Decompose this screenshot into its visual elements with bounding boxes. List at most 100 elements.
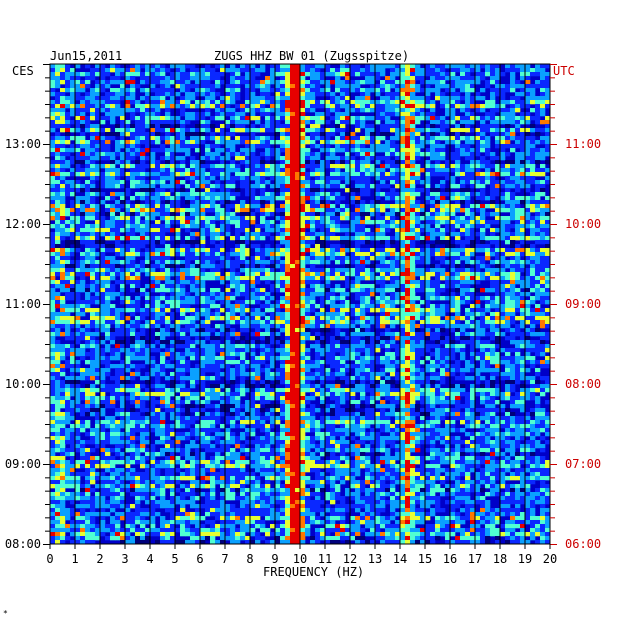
heatmap-cell — [130, 280, 136, 285]
heatmap-cell — [150, 160, 156, 165]
heatmap-cell — [395, 120, 401, 125]
heatmap-cell — [470, 208, 476, 213]
heatmap-cell — [465, 140, 471, 145]
heatmap-cell — [485, 144, 491, 149]
heatmap-cell — [410, 236, 416, 241]
heatmap-cell — [465, 116, 471, 121]
heatmap-cell — [90, 228, 96, 233]
heatmap-cell — [385, 228, 391, 233]
heatmap-cell — [310, 64, 316, 69]
heatmap-cell — [80, 100, 86, 105]
heatmap-cell — [265, 144, 271, 149]
heatmap-cell — [280, 212, 286, 217]
heatmap-cell — [205, 252, 211, 257]
heatmap-cell — [140, 292, 146, 297]
heatmap-cell — [135, 288, 141, 293]
heatmap-cell — [365, 276, 371, 281]
heatmap-cell — [155, 104, 161, 109]
heatmap-cell — [450, 88, 456, 93]
heatmap-cell — [375, 140, 381, 145]
heatmap-cell — [95, 148, 101, 153]
heatmap-cell — [450, 232, 456, 237]
heatmap-cell — [290, 244, 296, 249]
heatmap-cell — [440, 268, 446, 273]
heatmap-cell — [520, 92, 526, 97]
heatmap-cell — [145, 144, 151, 149]
heatmap-cell — [475, 116, 481, 121]
heatmap-cell — [230, 160, 236, 165]
heatmap-cell — [190, 104, 196, 109]
heatmap-cell — [515, 136, 521, 141]
heatmap-cell — [515, 104, 521, 109]
heatmap-cell — [60, 272, 66, 277]
heatmap-cell — [130, 108, 136, 113]
heatmap-cell — [395, 268, 401, 273]
heatmap-cell — [250, 236, 256, 241]
heatmap-cell — [290, 104, 296, 109]
heatmap-cell — [405, 156, 411, 161]
heatmap-cell — [105, 236, 111, 241]
heatmap-cell — [520, 240, 526, 245]
heatmap-cell — [260, 276, 266, 281]
heatmap-cell — [130, 68, 136, 73]
heatmap-cell — [235, 232, 241, 237]
heatmap-cell — [130, 180, 136, 185]
heatmap-cell — [275, 104, 281, 109]
heatmap-cell — [50, 168, 56, 173]
heatmap-cell — [505, 220, 511, 225]
heatmap-cell — [125, 200, 131, 205]
heatmap-cell — [530, 192, 536, 197]
heatmap-cell — [290, 208, 296, 213]
heatmap-cell — [205, 80, 211, 85]
heatmap-cell — [535, 240, 541, 245]
heatmap-cell — [520, 196, 526, 201]
heatmap-cell — [70, 240, 76, 245]
heatmap-cell — [70, 288, 76, 293]
heatmap-cell — [90, 152, 96, 157]
heatmap-cell — [510, 192, 516, 197]
heatmap-cell — [445, 200, 451, 205]
heatmap-cell — [530, 156, 536, 161]
heatmap-cell — [380, 132, 386, 137]
heatmap-cell — [245, 92, 251, 97]
heatmap-cell — [315, 176, 321, 181]
heatmap-cell — [285, 88, 291, 93]
heatmap-cell — [430, 232, 436, 237]
heatmap-cell — [60, 140, 66, 145]
heatmap-cell — [100, 156, 106, 161]
heatmap-cell — [115, 192, 121, 197]
heatmap-cell — [365, 240, 371, 245]
heatmap-cell — [415, 64, 421, 69]
heatmap-cell — [315, 220, 321, 225]
heatmap-cell — [175, 196, 181, 201]
heatmap-cell — [280, 136, 286, 141]
heatmap-cell — [415, 236, 421, 241]
heatmap-cell — [355, 108, 361, 113]
heatmap-cell — [395, 112, 401, 117]
heatmap-cell — [350, 72, 356, 77]
heatmap-cell — [130, 124, 136, 129]
heatmap-cell — [235, 244, 241, 249]
heatmap-cell — [320, 272, 326, 277]
heatmap-cell — [390, 144, 396, 149]
heatmap-cell — [185, 84, 191, 89]
heatmap-cell — [525, 284, 531, 289]
heatmap-cell — [445, 104, 451, 109]
heatmap-cell — [140, 164, 146, 169]
heatmap-cell — [420, 240, 426, 245]
heatmap-cell — [380, 304, 386, 309]
heatmap-cell — [350, 100, 356, 105]
heatmap-cell — [175, 288, 181, 293]
heatmap-cell — [330, 176, 336, 181]
heatmap-cell — [435, 232, 441, 237]
heatmap-cell — [170, 172, 176, 177]
heatmap-cell — [530, 136, 536, 141]
heatmap-cell — [195, 248, 201, 253]
heatmap-cell — [210, 200, 216, 205]
heatmap-cell — [260, 292, 266, 297]
heatmap-cell — [50, 72, 56, 77]
heatmap-cell — [195, 192, 201, 197]
heatmap-cell — [455, 224, 461, 229]
heatmap-cell — [385, 88, 391, 93]
heatmap-cell — [120, 140, 126, 145]
